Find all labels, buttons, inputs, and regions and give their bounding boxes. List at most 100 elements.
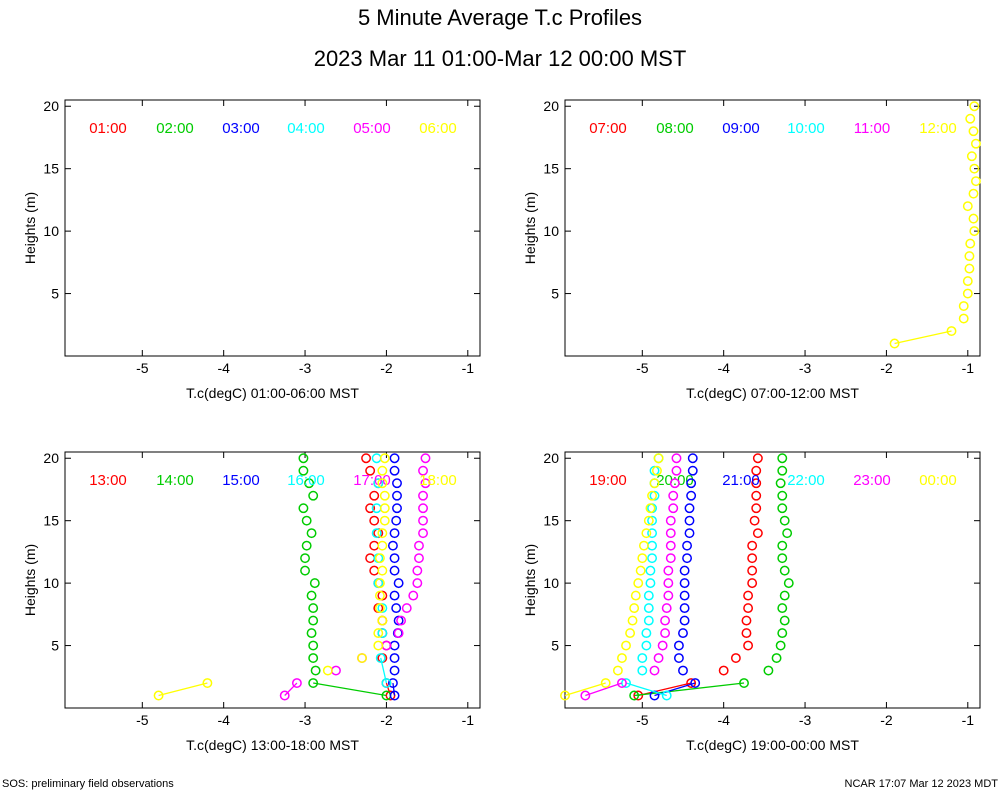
data-point (665, 540, 676, 551)
data-point (643, 603, 654, 614)
data-point (374, 590, 385, 601)
series-line (585, 682, 623, 697)
legend-entry: 16:00 (287, 472, 325, 489)
data-point (373, 628, 384, 639)
footer-right: NCAR 17:07 Mar 12 2023 MDT (845, 778, 999, 790)
data-point (782, 528, 793, 539)
data-point (357, 653, 367, 663)
data-point (665, 515, 676, 526)
data-point (322, 665, 333, 676)
data-point (560, 690, 570, 701)
data-point (389, 590, 400, 601)
x-tick-label: -5 (136, 712, 149, 728)
data-point (304, 478, 315, 489)
legend-entry: 22:00 (787, 472, 825, 489)
figure-title: 5 Minute Average T.c Profiles (358, 5, 642, 30)
data-point (387, 540, 398, 551)
plot-frame (564, 99, 981, 357)
data-point (679, 615, 690, 626)
data-point (968, 188, 979, 199)
y-axis-label: Heights (m) (22, 544, 38, 616)
x-tick-label: -2 (880, 712, 893, 728)
data-point (621, 640, 631, 651)
data-point (889, 338, 900, 349)
panel-3: -5 -4 -3 -2 -1 5 10 15 20 T.c(degC) 13:00-18:00 M… (22, 450, 481, 753)
data-point (665, 528, 676, 539)
data-point (653, 653, 664, 663)
data-point (308, 603, 319, 614)
x-tick-label: -1 (962, 360, 975, 376)
data-point (301, 540, 312, 551)
plot-frame (64, 99, 481, 357)
data-point (633, 578, 644, 589)
data-point (412, 565, 423, 576)
data-point (637, 553, 648, 564)
data-point (643, 615, 654, 626)
data-point (687, 465, 698, 476)
data-point (647, 540, 658, 551)
data-point (580, 690, 591, 701)
data-point (663, 590, 674, 601)
x-tick-label: -3 (799, 712, 812, 728)
legend-entry: 20:00 (656, 472, 694, 489)
data-point (389, 453, 400, 464)
data-point (420, 478, 431, 489)
legend-entry: 14:00 (156, 472, 194, 489)
y-tick-label: 5 (51, 286, 59, 302)
data-point (600, 678, 611, 688)
data-point (308, 615, 319, 626)
data-point (391, 603, 402, 614)
data-point (673, 653, 684, 663)
data-point (657, 640, 668, 651)
y-tick-label: 10 (543, 223, 559, 239)
legend-entry: 01:00 (89, 120, 127, 137)
x-tick-label: -2 (880, 360, 893, 376)
data-point (678, 628, 688, 639)
legend-entry: 15:00 (222, 472, 260, 489)
y-tick-label: 10 (43, 575, 59, 591)
data-point (969, 226, 980, 237)
data-point (718, 665, 729, 676)
x-tick-label: -2 (380, 712, 393, 728)
data-point (393, 628, 404, 639)
data-point (375, 653, 386, 663)
data-point (962, 288, 973, 299)
plot-frame (64, 451, 481, 709)
data-point (374, 553, 385, 564)
series-line (158, 682, 208, 697)
data-point (291, 678, 302, 688)
data-point (653, 453, 664, 464)
x-axis-label: T.c(degC) 07:00-12:00 MST (686, 385, 859, 401)
data-point (743, 640, 754, 651)
x-tick-label: -4 (217, 712, 230, 728)
data-point (389, 553, 400, 564)
x-tick-label: -3 (299, 360, 312, 376)
legend-entry: 04:00 (287, 120, 325, 137)
data-point (679, 603, 690, 614)
data-point (377, 565, 388, 576)
data-point (747, 578, 758, 589)
x-tick-label: -3 (799, 360, 812, 376)
data-point (686, 490, 697, 501)
x-tick-label: -5 (636, 360, 649, 376)
data-point (389, 665, 400, 676)
data-point (777, 540, 788, 551)
data-point (379, 503, 390, 514)
footer-left: SOS: preliminary field observations (2, 778, 174, 790)
data-point (645, 565, 656, 576)
series-00:00 (560, 453, 664, 701)
data-point (641, 628, 652, 639)
series-20:00 (629, 453, 794, 701)
y-tick-label: 20 (43, 98, 59, 114)
data-point (645, 578, 656, 589)
data-point (408, 590, 419, 601)
data-point (777, 490, 788, 501)
data-point (612, 665, 623, 676)
data-point (373, 478, 384, 489)
series-16:00 (371, 453, 392, 688)
x-tick-label: -1 (962, 712, 975, 728)
series-line (313, 682, 387, 697)
legend-entry: 08:00 (656, 120, 694, 137)
data-point (389, 465, 400, 476)
